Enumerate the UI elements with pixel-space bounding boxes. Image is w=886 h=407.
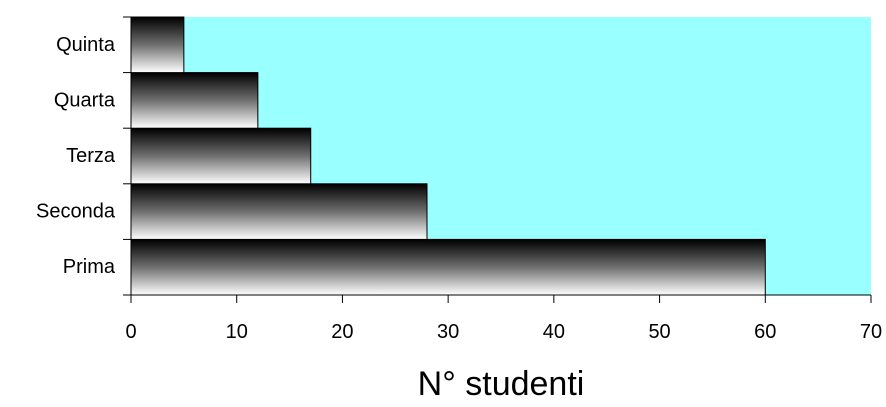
y-tick-label: Seconda [36, 201, 116, 223]
tick-labels: Prima Seconda Terza Quarta Quinta 0 10 20 30 40 50… [36, 34, 882, 343]
x-tick-label: 20 [331, 321, 353, 343]
x-tick-label: 60 [754, 321, 776, 343]
y-tick-label: Quarta [54, 89, 116, 111]
bar-quinta [130, 16, 185, 74]
axes [123, 16, 872, 303]
bar-quarta [130, 72, 259, 129]
x-tick-label: 10 [226, 321, 248, 343]
y-tick-label: Quinta [56, 34, 116, 56]
x-tick-label: 70 [860, 321, 882, 343]
y-tick-label: Terza [66, 145, 116, 167]
x-tick-label: 0 [125, 321, 136, 343]
bar-prima [130, 238, 766, 296]
y-tick-label: Prima [63, 256, 116, 278]
x-axis-title: N° studenti [418, 365, 585, 403]
bar-seconda [130, 183, 428, 240]
bar-terza [130, 127, 312, 185]
x-tick-label: 50 [648, 321, 670, 343]
x-tick-label: 40 [543, 321, 565, 343]
bars [130, 16, 766, 296]
x-tick-label: 30 [437, 321, 459, 343]
